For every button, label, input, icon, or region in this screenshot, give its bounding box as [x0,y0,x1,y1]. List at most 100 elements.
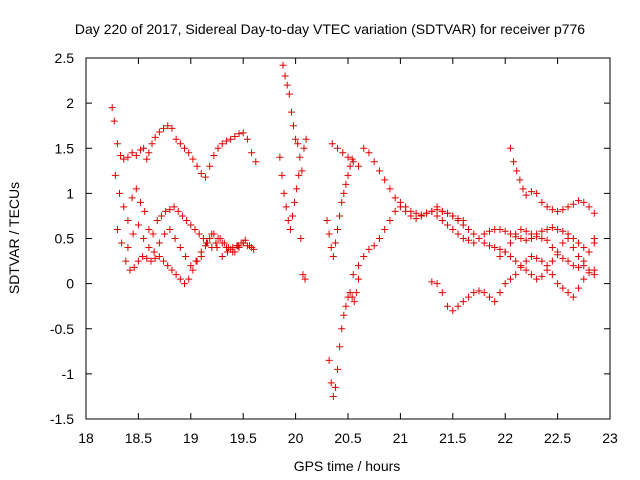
series-arc-h [323,155,356,261]
data-point [412,215,420,223]
data-point [559,227,567,235]
data-point [185,275,193,283]
data-point [569,244,577,252]
data-point [402,207,410,215]
data-point [136,146,144,154]
data-point [512,230,520,238]
data-point [298,167,306,175]
data-point [143,155,151,163]
data-point [352,289,360,297]
data-point [329,253,337,261]
data-point [548,206,556,214]
data-point [132,185,140,193]
series-arc-m [506,144,598,217]
data-point [151,133,159,141]
data-point [214,235,222,242]
data-point [548,244,556,252]
data-point [134,221,142,229]
data-point [423,209,431,217]
data-point [354,162,362,170]
data-point [302,135,310,143]
data-point [285,90,293,98]
data-point [480,239,488,247]
data-point [340,311,348,319]
x-tick-label: 18 [78,430,94,446]
data-point [231,248,239,256]
data-point [522,236,530,244]
data-point [585,248,593,256]
data-point [282,203,290,211]
data-point [276,153,284,161]
series-arc-n [496,225,598,271]
data-point [517,225,525,233]
data-point [548,257,556,265]
data-point [187,221,195,229]
data-point [231,133,239,141]
data-point [506,275,514,283]
x-tick-label: 19 [183,430,199,446]
data-point [564,203,572,211]
data-point [195,230,203,238]
data-point [155,239,163,247]
data-point [143,254,151,262]
data-point [212,239,220,247]
data-point [296,153,304,161]
data-point [533,233,541,241]
data-point [506,239,514,247]
data-point [149,230,157,238]
data-point [299,271,307,279]
data-point [569,293,577,301]
data-point [354,275,362,283]
data-point [191,225,199,233]
data-point [575,253,583,261]
data-point [161,230,169,238]
data-point [111,171,119,179]
data-point [293,185,301,193]
data-point [496,289,504,297]
data-point [538,235,546,242]
data-point [543,225,551,233]
x-tick-label: 21.5 [439,430,466,446]
data-point [360,253,368,261]
data-point [124,153,132,161]
data-point [370,242,378,250]
y-tick-label: 1 [66,185,74,201]
data-point [145,149,153,157]
data-point [339,149,347,157]
data-point [166,225,174,233]
data-point [365,149,373,157]
data-point [346,162,354,170]
data-point [522,257,530,265]
data-point [110,117,118,125]
series-arc-f [276,153,309,283]
data-point [559,239,567,247]
data-point [590,209,598,217]
data-point [208,230,216,238]
data-point [554,225,562,233]
data-point [227,135,235,143]
data-point [327,379,335,387]
data-point [480,289,488,297]
data-point [283,81,291,89]
series-arc-a [108,104,260,181]
x-tick-label: 22 [497,430,513,446]
data-point [243,242,251,250]
data-point [527,271,535,279]
data-point [428,207,436,215]
y-tick-label: -0.5 [50,321,74,337]
data-point [527,188,535,196]
data-point [417,212,425,220]
data-point [229,244,237,252]
data-point [327,244,335,252]
data-point [136,198,144,206]
data-point [176,140,184,148]
data-point [375,167,383,175]
data-point [354,262,362,270]
x-tick-label: 23 [602,430,618,446]
data-point [491,244,499,252]
data-point [297,235,305,242]
data-point [365,245,373,253]
data-point [197,253,205,261]
data-point [183,216,191,224]
data-point [189,155,197,163]
